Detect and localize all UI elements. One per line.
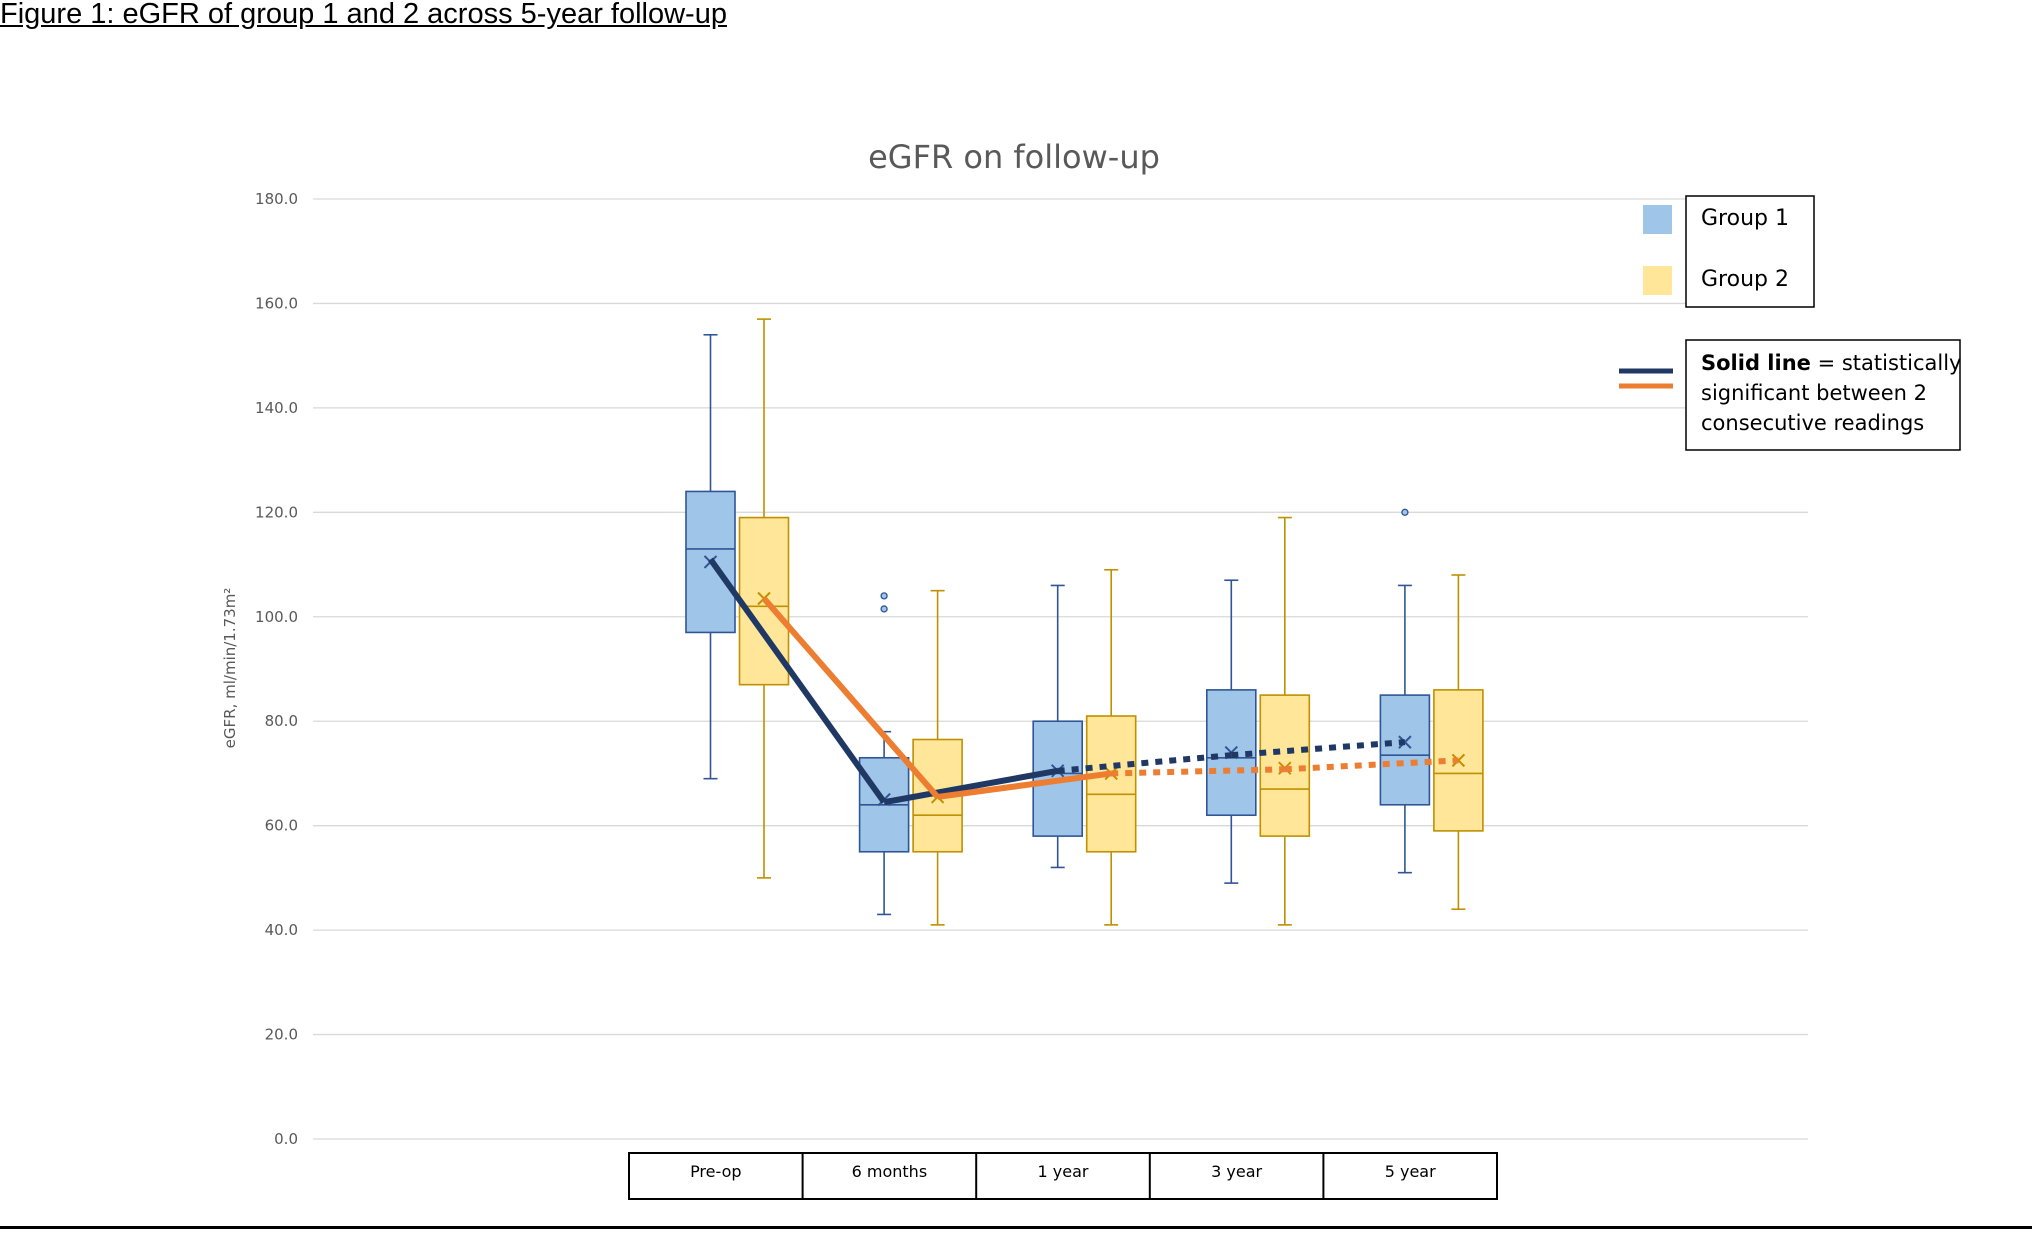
box-0-2 (1032, 584, 1083, 869)
gridlines (313, 198, 1808, 1140)
box-0-3 (1206, 579, 1257, 884)
note-line-2: significant between 2 (1701, 381, 1927, 405)
y-tick-label: 100.0 (255, 608, 298, 626)
trend-segment-2 (761, 596, 940, 799)
note-bold: Solid line (1701, 351, 1811, 375)
figure-caption: Figure 1: eGFR of group 1 and 2 across 5… (0, 0, 727, 30)
box-1-4 (1433, 574, 1484, 911)
y-tick-label: 120.0 (255, 503, 298, 521)
y-tick-label: 160.0 (255, 294, 298, 312)
note-box (1685, 339, 1961, 451)
box-body (1085, 715, 1137, 853)
trend-segment-1 (1231, 739, 1406, 759)
y-axis-ticks: 0.0 20.0 40.0 60.0 80.0 100.0 120.0 140.0 160.0 1… (255, 190, 298, 1148)
x-category-label: 5 year (1385, 1162, 1436, 1181)
y-tick-label: 20.0 (265, 1026, 298, 1044)
legend: Group 1 Group 2 (1643, 195, 1815, 308)
category-table-frame (628, 1152, 1498, 1200)
outlier-point (880, 605, 888, 613)
note-line-3: consecutive readings (1701, 411, 1924, 435)
box-body (1379, 694, 1431, 806)
box-0-4 (1379, 508, 1431, 874)
trend-segment-1 (708, 557, 887, 804)
y-tick-label: 180.0 (255, 190, 298, 208)
x-category-label: Pre-op (690, 1162, 741, 1181)
trend-segment-2 (1284, 757, 1459, 773)
significance-note: Solid line = statistically significant b… (1619, 339, 1961, 451)
y-tick-label: 60.0 (265, 817, 298, 835)
y-tick-label: 0.0 (274, 1130, 298, 1148)
x-category-label: 1 year (1038, 1162, 1089, 1181)
note-text-1: = statistically (1811, 351, 1962, 375)
y-tick-label: 140.0 (255, 399, 298, 417)
y-tick-label: 80.0 (265, 712, 298, 730)
x-axis-category-table: Pre-op 6 months 1 year 3 year 5 year (628, 1152, 1498, 1200)
outlier-point (1401, 508, 1409, 516)
legend-swatch-group-1 (1643, 205, 1672, 234)
box-1-2 (1085, 568, 1137, 926)
legend-box (1685, 195, 1815, 308)
legend-swatch-group-2 (1643, 266, 1672, 295)
box-0-0 (685, 333, 736, 780)
y-tick-label: 40.0 (265, 921, 298, 939)
trend-segment-1 (883, 767, 1059, 806)
box-0-1 (858, 592, 910, 916)
trend-lines (708, 557, 1459, 806)
trend-segment-1 (1057, 752, 1232, 774)
bottom-rule (0, 1226, 2032, 1229)
box-plots (685, 318, 1484, 926)
legend-label-group-1: Group 1 (1701, 206, 1789, 231)
box-1-3 (1259, 516, 1311, 926)
box-1-1 (912, 589, 963, 926)
y-axis-label: eGFR, ml/min/1.73m² (221, 588, 239, 749)
legend-label-group-2: Group 2 (1701, 267, 1789, 292)
x-category-label: 3 year (1211, 1162, 1262, 1181)
note-line-1: Solid line = statistically (1701, 351, 1961, 375)
x-category-label: 6 months (852, 1162, 928, 1181)
outlier-point (880, 592, 888, 600)
trend-segment-2 (1111, 766, 1285, 777)
trend-segment-2 (937, 770, 1112, 800)
chart-title: eGFR on follow-up (868, 138, 1160, 176)
